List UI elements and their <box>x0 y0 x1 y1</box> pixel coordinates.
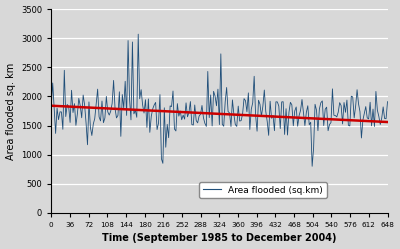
Legend: Area flooded (sq.km): Area flooded (sq.km) <box>200 182 327 198</box>
Area flooded (sq.km) <box>49 104 54 107</box>
Area flooded (sq.km) <box>114 117 119 120</box>
Area flooded (sq.km) <box>137 97 142 100</box>
Area flooded (sq.km) <box>385 100 390 103</box>
Y-axis label: Area flooded sq. km: Area flooded sq. km <box>6 62 16 160</box>
Area flooded (sq.km) <box>136 33 141 36</box>
Area flooded (sq.km) <box>304 111 309 114</box>
Area flooded (sq.km) <box>310 165 314 168</box>
Area flooded (sq.km) <box>284 107 288 110</box>
Line: Area flooded (sq.km): Area flooded (sq.km) <box>51 34 388 166</box>
Area flooded (sq.km) <box>350 95 355 98</box>
Area flooded (sq.km) <box>246 91 251 94</box>
X-axis label: Time (September 1985 to December 2004): Time (September 1985 to December 2004) <box>102 234 337 244</box>
